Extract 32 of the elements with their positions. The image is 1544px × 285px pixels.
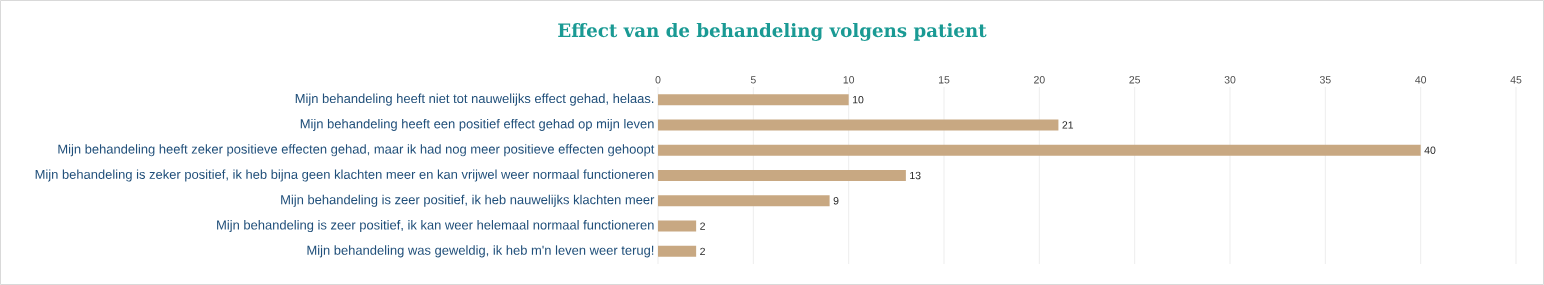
x-tick-label: 45 [1510, 76, 1522, 84]
data-label: 9 [833, 197, 839, 205]
bar [658, 94, 849, 106]
x-tick-label: 20 [1034, 76, 1045, 84]
data-label: 40 [1424, 146, 1436, 154]
x-tick-label: 25 [1129, 76, 1141, 84]
data-label: 21 [1062, 121, 1074, 129]
bar [658, 170, 906, 181]
y-tick-label: Mijn behandeling is zeer positief, ik heb nauwelijks klachten meer [281, 194, 655, 207]
bar [658, 119, 1059, 131]
chart-title: Effect van de behandeling volgens patient [558, 23, 987, 41]
x-tick-label: 5 [750, 76, 756, 84]
y-tick-label: Mijn behandeling heeft een positief effect gehad op mijn leven [300, 118, 654, 131]
x-tick-label: 40 [1415, 76, 1427, 84]
x-tick-label: 10 [843, 76, 855, 84]
y-tick-label: Mijn behandeling heeft zeker positieve effecten gehad, maar ik had nog meer positieve effecten gehoopt [58, 144, 655, 157]
bar [658, 220, 697, 232]
y-tick-label: Mijn behandeling is zeer positief, ik kan weer helemaal normaal functioneren [217, 220, 654, 233]
bar [658, 195, 830, 207]
data-label: 10 [852, 95, 864, 104]
x-tick-label: 30 [1224, 76, 1236, 84]
y-tick-label: Mijn behandeling heeft niet tot nauwelijks effect gehad, helaas. [295, 93, 654, 106]
x-tick-label: 15 [938, 76, 950, 84]
y-tick-label: Mijn behandeling is zeker positief, ik heb bijna geen klachten meer en kan vrijwel weer normaal functioneren [35, 169, 654, 182]
data-label: 13 [910, 171, 921, 180]
data-label: 2 [700, 247, 705, 256]
x-tick-label: 0 [655, 76, 661, 84]
bar [658, 144, 1421, 156]
x-tick-label: 35 [1319, 76, 1331, 84]
data-label: 2 [700, 222, 705, 230]
y-tick-label: Mijn behandeling was geweldig, ik heb m'n leven weer terug! [307, 245, 654, 258]
bar [658, 245, 697, 257]
